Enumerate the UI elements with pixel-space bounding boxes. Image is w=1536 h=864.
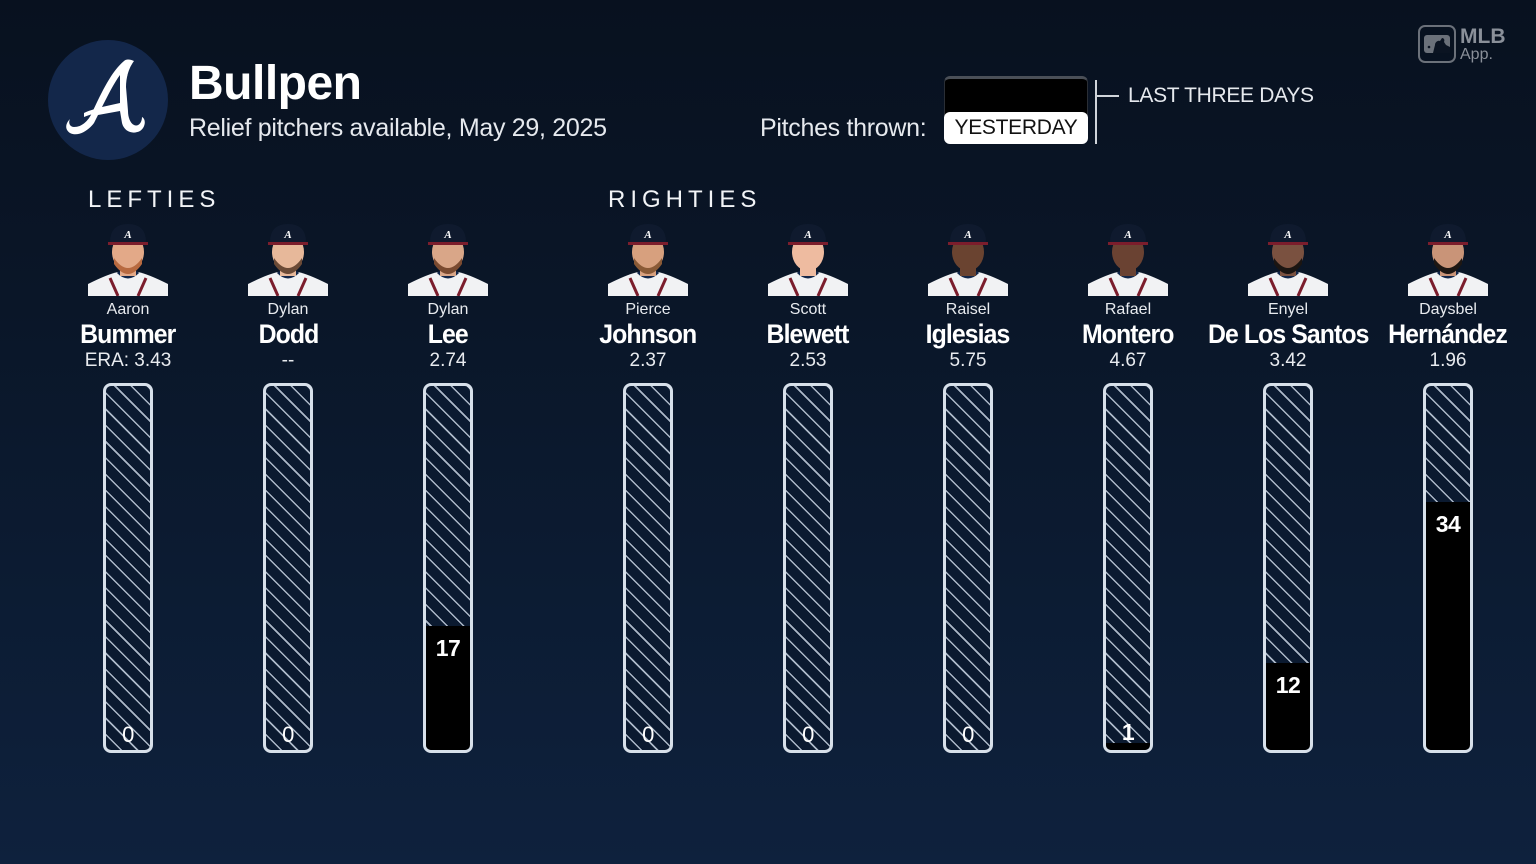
pitches-thrown-label: Pitches thrown: <box>760 114 927 142</box>
player-card[interactable]: A Aaron Bummer ERA: 3.43 <box>48 218 208 373</box>
player-card[interactable]: A Scott Blewett 2.53 <box>728 218 888 373</box>
player-first-name: Dylan <box>427 301 469 318</box>
player-card[interactable]: A Rafael Montero 4.67 <box>1048 218 1208 373</box>
pitch-count-value: 0 <box>122 722 134 747</box>
svg-text:A: A <box>123 229 131 241</box>
mlb-logo-icon <box>1418 25 1456 63</box>
player-era: 2.37 <box>629 350 667 371</box>
player-card[interactable]: A Pierce Johnson 2.37 <box>568 218 728 373</box>
player-era: 2.74 <box>429 350 467 371</box>
pitch-count-value: 12 <box>1275 672 1301 698</box>
bar-fill <box>426 626 470 750</box>
pitch-count-value: 0 <box>642 722 654 747</box>
player-last-name: Bummer <box>80 319 176 349</box>
pitch-count-bar: 12 <box>1263 383 1313 753</box>
toggle-option-last-three-days[interactable]: LAST THREE DAYS <box>1128 84 1314 107</box>
lefties-label: LEFTIES <box>88 186 221 213</box>
player-first-name: Scott <box>789 301 827 318</box>
braves-a-logo-icon <box>66 59 145 135</box>
toggle-option-yesterday[interactable]: YESTERDAY <box>944 112 1088 144</box>
player-first-name: Aaron <box>106 301 150 318</box>
player-headshot: A <box>768 218 848 296</box>
player-card[interactable]: A Enyel De Los Santos 3.42 <box>1207 218 1370 373</box>
svg-text:A: A <box>443 229 451 241</box>
player-first-name: Enyel <box>1267 301 1309 318</box>
player-last-name: Hernández <box>1388 319 1509 349</box>
player-headshot: A <box>1088 218 1168 296</box>
player-last-name: Johnson <box>599 319 697 349</box>
pitch-count-bar: 0 <box>623 383 673 753</box>
player-card[interactable]: A Dylan Dodd -- <box>208 218 368 373</box>
app-text: App. <box>1460 45 1493 63</box>
pitch-count-bar: 0 <box>263 383 313 753</box>
player-card[interactable]: A Raisel Iglesias 5.75 <box>888 218 1048 373</box>
pitch-count-value: 1 <box>1121 719 1135 745</box>
pitch-count-bar: 34 <box>1423 383 1473 753</box>
player-headshot: A <box>928 218 1008 296</box>
player-card[interactable]: A Daysbel Hernández 1.96 <box>1368 218 1528 373</box>
pitch-count-bar: 0 <box>943 383 993 753</box>
player-headshot: A <box>1248 218 1328 296</box>
player-headshot: A <box>408 218 488 296</box>
player-era: 2.53 <box>789 350 827 371</box>
player-headshot: A <box>1408 218 1488 296</box>
svg-text:A: A <box>963 229 971 241</box>
svg-text:A: A <box>283 229 291 241</box>
player-era: 4.67 <box>1109 350 1147 371</box>
toggle-tick <box>1097 95 1119 97</box>
team-logo <box>48 40 168 160</box>
toggle-track[interactable] <box>944 76 1088 116</box>
player-first-name: Dylan <box>267 301 309 318</box>
pitch-count-bar: 0 <box>103 383 153 753</box>
player-last-name: Dodd <box>258 319 319 349</box>
svg-text:A: A <box>1283 229 1291 241</box>
pitch-count-bar: 17 <box>423 383 473 753</box>
righties-label: RIGHTIES <box>608 186 762 213</box>
player-era: 5.75 <box>949 350 987 371</box>
bar-fill <box>1426 502 1470 750</box>
mlb-app-badge: MLB App. <box>1418 25 1506 63</box>
svg-text:A: A <box>803 229 811 241</box>
bar-fill <box>1106 743 1150 750</box>
player-last-name: De Los Santos <box>1207 319 1370 349</box>
toggle-divider <box>1095 80 1097 144</box>
player-headshot: A <box>88 218 168 296</box>
pitch-count-value: 0 <box>962 722 974 747</box>
svg-text:A: A <box>1443 229 1451 241</box>
player-last-name: Iglesias <box>926 319 1011 349</box>
player-headshot: A <box>608 218 688 296</box>
pitch-count-bar: 0 <box>783 383 833 753</box>
player-era: 3.42 <box>1269 350 1307 371</box>
page-subtitle: Relief pitchers available, May 29, 2025 <box>189 114 607 142</box>
player-era: ERA: 3.43 <box>84 350 172 371</box>
player-era: -- <box>281 350 295 371</box>
player-first-name: Daysbel <box>1419 301 1477 318</box>
player-last-name: Blewett <box>767 319 850 349</box>
player-first-name: Raisel <box>945 301 991 318</box>
pitch-count-value: 34 <box>1435 511 1461 537</box>
pitch-count-value: 0 <box>802 722 814 747</box>
player-card[interactable]: A Dylan Lee 2.74 <box>368 218 528 373</box>
player-last-name: Montero <box>1082 319 1174 349</box>
player-era: 1.96 <box>1429 350 1467 371</box>
pitch-count-value: 17 <box>435 635 461 661</box>
mlb-text: MLB <box>1460 24 1506 48</box>
page-title: Bullpen <box>189 57 362 110</box>
pitch-count-bar: 1 <box>1103 383 1153 753</box>
svg-text:A: A <box>643 229 651 241</box>
player-headshot: A <box>248 218 328 296</box>
svg-text:A: A <box>1123 229 1131 241</box>
player-last-name: Lee <box>427 319 469 349</box>
bar-fill <box>1266 663 1310 750</box>
player-first-name: Pierce <box>625 301 671 318</box>
player-first-name: Rafael <box>1104 301 1152 318</box>
pitch-count-value: 0 <box>282 722 294 747</box>
